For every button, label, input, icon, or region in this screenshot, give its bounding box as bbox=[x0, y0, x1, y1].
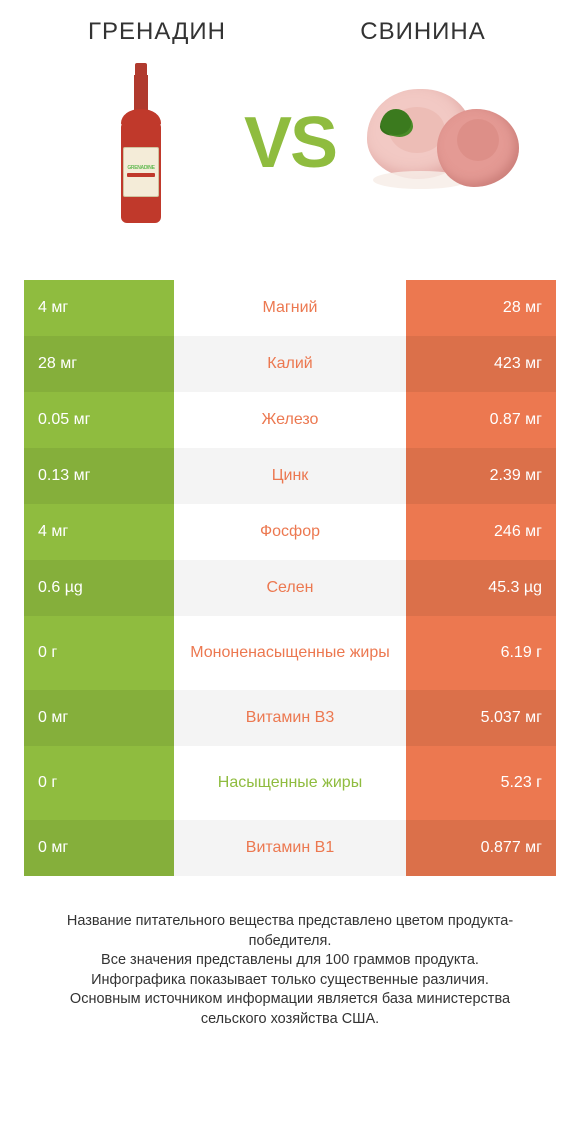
header-right-title: СВИНИНА bbox=[290, 18, 556, 46]
nutrient-label-cell: Калий bbox=[174, 336, 406, 392]
table-row: 0 мгВитамин B10.877 мг bbox=[24, 820, 556, 876]
header-row: ГРЕНАДИН СВИНИНА bbox=[24, 18, 556, 46]
right-value-cell: 246 мг bbox=[406, 504, 556, 560]
left-value-cell: 0 г bbox=[24, 616, 174, 690]
table-row: 28 мгКалий423 мг bbox=[24, 336, 556, 392]
right-value-cell: 5.23 г bbox=[406, 746, 556, 820]
right-value-cell: 28 мг bbox=[406, 280, 556, 336]
table-row: 4 мгФосфор246 мг bbox=[24, 504, 556, 560]
grenadine-image: GRENADINE bbox=[56, 58, 226, 228]
infographic-container: ГРЕНАДИН СВИНИНА GRENADINE VS bbox=[0, 0, 580, 1029]
vs-label: VS bbox=[244, 107, 336, 179]
right-value-cell: 45.3 µg bbox=[406, 560, 556, 616]
footer-line: Все значения представлены для 100 граммо… bbox=[38, 951, 542, 971]
left-value-cell: 4 мг bbox=[24, 504, 174, 560]
left-value-cell: 0 мг bbox=[24, 690, 174, 746]
nutrient-label-cell: Витамин B3 bbox=[174, 690, 406, 746]
table-row: 0 гМононенасыщенные жиры6.19 г bbox=[24, 616, 556, 690]
left-value-cell: 0.13 мг bbox=[24, 448, 174, 504]
right-value-cell: 0.87 мг bbox=[406, 392, 556, 448]
nutrient-label-cell: Селен bbox=[174, 560, 406, 616]
right-value-cell: 6.19 г bbox=[406, 616, 556, 690]
footer-line: Инфографика показывает только существенн… bbox=[38, 971, 542, 991]
right-value-cell: 0.877 мг bbox=[406, 820, 556, 876]
table-row: 4 мгМагний28 мг bbox=[24, 280, 556, 336]
nutrient-label-cell: Магний bbox=[174, 280, 406, 336]
table-row: 0 мгВитамин B35.037 мг bbox=[24, 690, 556, 746]
nutrient-label-cell: Мононенасыщенные жиры bbox=[174, 616, 406, 690]
left-value-cell: 0 мг bbox=[24, 820, 174, 876]
right-value-cell: 2.39 мг bbox=[406, 448, 556, 504]
nutrient-label-cell: Железо bbox=[174, 392, 406, 448]
nutrient-label-cell: Фосфор bbox=[174, 504, 406, 560]
nutrient-label-cell: Насыщенные жиры bbox=[174, 746, 406, 820]
pork-icon bbox=[359, 83, 519, 203]
nutrient-label-cell: Витамин B1 bbox=[174, 820, 406, 876]
pork-image bbox=[354, 58, 524, 228]
table-row: 0.6 µgСелен45.3 µg bbox=[24, 560, 556, 616]
left-value-cell: 28 мг bbox=[24, 336, 174, 392]
right-value-cell: 423 мг bbox=[406, 336, 556, 392]
bottle-icon: GRENADINE bbox=[117, 63, 165, 223]
hero-row: GRENADINE VS bbox=[24, 58, 556, 228]
table-row: 0.13 мгЦинк2.39 мг bbox=[24, 448, 556, 504]
footer-notes: Название питательного вещества представл… bbox=[24, 912, 556, 1029]
left-value-cell: 4 мг bbox=[24, 280, 174, 336]
right-value-cell: 5.037 мг bbox=[406, 690, 556, 746]
nutrient-label-cell: Цинк bbox=[174, 448, 406, 504]
footer-line: Основным источником информации является … bbox=[38, 990, 542, 1029]
footer-line: Название питательного вещества представл… bbox=[38, 912, 542, 951]
header-left-title: ГРЕНАДИН bbox=[24, 18, 290, 46]
left-value-cell: 0 г bbox=[24, 746, 174, 820]
nutrient-table: 4 мгМагний28 мг28 мгКалий423 мг0.05 мгЖе… bbox=[24, 280, 556, 876]
left-value-cell: 0.6 µg bbox=[24, 560, 174, 616]
left-value-cell: 0.05 мг bbox=[24, 392, 174, 448]
table-row: 0.05 мгЖелезо0.87 мг bbox=[24, 392, 556, 448]
table-row: 0 гНасыщенные жиры5.23 г bbox=[24, 746, 556, 820]
